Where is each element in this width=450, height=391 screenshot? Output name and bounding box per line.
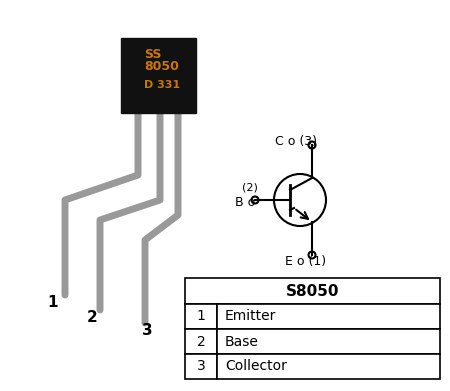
Text: D 331: D 331 bbox=[144, 80, 180, 90]
Text: 1: 1 bbox=[197, 310, 206, 323]
Text: 2: 2 bbox=[197, 334, 205, 348]
Text: S8050: S8050 bbox=[286, 283, 339, 298]
Text: 8050: 8050 bbox=[144, 61, 179, 74]
Text: Collector: Collector bbox=[225, 359, 287, 373]
Bar bbox=[217, 354, 440, 379]
Text: Base: Base bbox=[225, 334, 259, 348]
Text: (2): (2) bbox=[242, 183, 258, 193]
Bar bbox=[121, 38, 195, 113]
Text: 3: 3 bbox=[197, 359, 205, 373]
Text: 2: 2 bbox=[86, 310, 97, 325]
Bar bbox=[185, 304, 217, 329]
Bar bbox=[185, 354, 217, 379]
Bar bbox=[185, 329, 217, 354]
Text: C o (3): C o (3) bbox=[275, 136, 317, 149]
Text: 3: 3 bbox=[142, 323, 152, 338]
Text: SS: SS bbox=[144, 48, 162, 61]
Text: 1: 1 bbox=[48, 295, 58, 310]
Text: Emitter: Emitter bbox=[225, 310, 276, 323]
Text: E o (1): E o (1) bbox=[285, 255, 326, 269]
Text: B o: B o bbox=[235, 197, 255, 210]
Bar bbox=[185, 278, 440, 304]
Bar bbox=[217, 329, 440, 354]
Bar bbox=[217, 304, 440, 329]
